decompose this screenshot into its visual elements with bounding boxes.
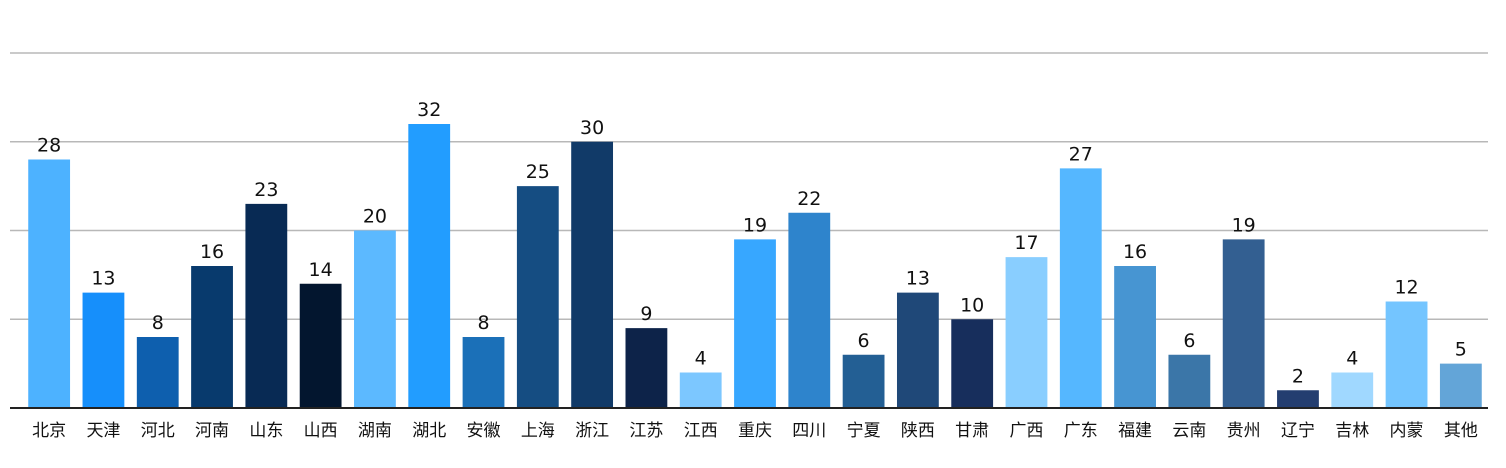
bar-value-label: 23 xyxy=(254,179,278,201)
bar-安徽 xyxy=(462,337,505,408)
bar-浙江 xyxy=(571,141,614,408)
bar-广西 xyxy=(1005,257,1048,408)
bar-value-label: 25 xyxy=(526,161,550,183)
x-tick-label: 吉林 xyxy=(1335,421,1369,441)
x-tick-label: 重庆 xyxy=(738,421,772,441)
x-tick-label: 安徽 xyxy=(467,421,501,441)
bar-value-labels: 2813816231420328253094192261310172716619… xyxy=(37,99,1467,387)
bar-value-label: 4 xyxy=(1346,348,1358,370)
x-tick-label: 江西 xyxy=(684,421,718,441)
bar-内蒙 xyxy=(1385,301,1428,408)
bar-山东 xyxy=(245,203,288,408)
bar-其他 xyxy=(1439,363,1482,408)
x-tick-label: 贵州 xyxy=(1227,421,1261,441)
bar-重庆 xyxy=(734,239,776,408)
bar-河北 xyxy=(136,337,179,408)
bar-value-label: 28 xyxy=(37,135,61,157)
bar-湖南 xyxy=(354,230,396,408)
bar-value-label: 14 xyxy=(309,259,333,281)
bar-广东 xyxy=(1059,168,1102,408)
x-tick-label: 上海 xyxy=(521,421,555,441)
bar-辽宁 xyxy=(1277,390,1319,408)
x-tick-label: 福建 xyxy=(1118,421,1152,441)
bar-宁夏 xyxy=(842,354,885,408)
bars xyxy=(28,124,1482,408)
bar-value-label: 13 xyxy=(91,268,115,290)
bar-云南 xyxy=(1168,354,1211,408)
x-tick-label: 河北 xyxy=(141,421,175,441)
bar-value-label: 30 xyxy=(580,117,604,139)
x-tick-label: 北京 xyxy=(32,421,66,441)
x-tick-label: 山东 xyxy=(249,421,283,441)
bar-吉林 xyxy=(1331,372,1374,408)
bar-湖北 xyxy=(408,124,451,408)
bar-value-label: 8 xyxy=(477,312,489,334)
x-tick-label: 陕西 xyxy=(901,421,935,441)
bar-value-label: 19 xyxy=(1232,214,1256,236)
bar-value-label: 2 xyxy=(1292,365,1304,387)
x-tick-label: 江苏 xyxy=(629,421,663,441)
bar-value-label: 12 xyxy=(1394,277,1418,299)
bar-value-label: 27 xyxy=(1069,143,1093,165)
x-tick-label: 湖北 xyxy=(412,421,446,441)
x-tick-label: 河南 xyxy=(195,421,229,441)
x-tick-label: 内蒙 xyxy=(1390,421,1424,441)
bar-四川 xyxy=(788,212,831,408)
x-tick-label: 四川 xyxy=(792,421,826,441)
bar-value-label: 6 xyxy=(858,330,870,352)
bar-福建 xyxy=(1114,266,1156,408)
bar-贵州 xyxy=(1222,239,1265,408)
x-tick-labels: 北京 天津 河北 河南 山东 山西 湖南 湖北 安徽 上海 浙江 江苏 江西 重庆 四川 宁夏 陕西 甘肃 广西 广东… xyxy=(32,421,1478,441)
x-tick-label: 广西 xyxy=(1009,421,1043,441)
bar-value-label: 6 xyxy=(1183,330,1195,352)
bar-陕西 xyxy=(896,292,939,408)
bar-value-label: 20 xyxy=(363,206,387,228)
bar-上海 xyxy=(516,186,559,408)
bar-甘肃 xyxy=(951,319,994,408)
x-tick-label: 辽宁 xyxy=(1281,421,1315,441)
x-tick-label: 甘肃 xyxy=(955,421,989,441)
bar-河南 xyxy=(191,266,233,408)
bar-value-label: 10 xyxy=(960,294,984,316)
bar-江苏 xyxy=(625,328,668,408)
bar-value-label: 16 xyxy=(1123,241,1147,263)
bar-value-label: 4 xyxy=(695,348,707,370)
bar-山西 xyxy=(299,283,342,408)
bar-value-label: 22 xyxy=(797,188,821,210)
bar-value-label: 19 xyxy=(743,214,767,236)
x-tick-label: 湖南 xyxy=(358,421,392,441)
x-tick-label: 山西 xyxy=(304,421,338,441)
bar-value-label: 5 xyxy=(1455,339,1467,361)
x-tick-label: 其他 xyxy=(1444,421,1478,441)
x-tick-label: 天津 xyxy=(86,421,120,441)
bar-value-label: 8 xyxy=(152,312,164,334)
bar-value-label: 16 xyxy=(200,241,224,263)
bar-value-label: 9 xyxy=(640,303,652,325)
bar-value-label: 17 xyxy=(1014,232,1038,254)
x-tick-label: 云南 xyxy=(1172,421,1206,441)
bar-value-label: 32 xyxy=(417,99,441,121)
bar-value-label: 13 xyxy=(906,268,930,290)
x-tick-label: 宁夏 xyxy=(847,421,881,441)
x-tick-label: 浙江 xyxy=(575,421,609,441)
x-tick-label: 广东 xyxy=(1064,421,1098,441)
bar-江西 xyxy=(679,372,722,408)
bar-天津 xyxy=(82,292,125,408)
bar-北京 xyxy=(28,159,71,408)
